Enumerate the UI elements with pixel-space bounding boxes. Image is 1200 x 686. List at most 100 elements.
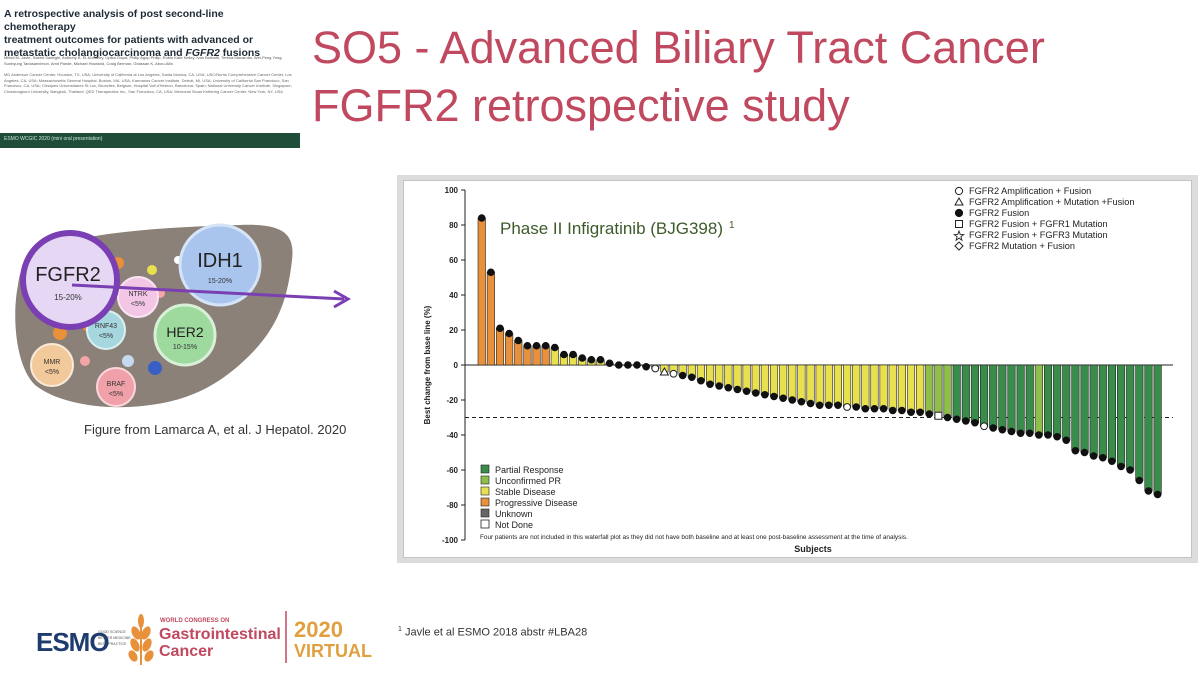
paper-bottom-bar [0,133,300,148]
legend-swatch-unknown [480,508,490,518]
legend-label-pd: Progressive Disease [495,498,578,508]
y-tick-label: 0 [454,361,459,370]
waterfall-bar [760,364,769,396]
esmo-wordmark: ESMO [36,627,109,657]
chart-title-text: Phase II Infigratinib (BJG398) [500,219,723,238]
legend-swatch-pr [480,464,490,474]
legend-marker-label-3: FGFR2 Fusion [969,208,1029,218]
esmo-tagline-1: GOOD SCIENCE [98,630,127,634]
filled-circle-marker [560,350,568,359]
waterfall-bar [952,364,961,420]
legend-open-diamond-icon [954,241,964,251]
paper-title: A retrospective analysis of post second-… [4,8,298,60]
paper-title-line-2: treatment outcomes for patients with adv… [4,34,254,46]
open-square-marker [934,411,943,420]
filled-circle-marker [797,397,806,406]
legend-markers: FGFR2 Amplification + Fusion FGFR2 Ampli… [952,186,1134,251]
figure-caption: Figure from Lamarca A, et al. J Hepatol.… [84,422,347,437]
waterfall-bar [769,364,779,397]
filled-circle-marker [587,355,596,364]
waterfall-bar [852,364,861,408]
bubble-pct-ntrk: <5% [131,301,145,308]
waterfall-bar [788,364,797,401]
waterfall-bar [1089,364,1098,457]
small-dot [122,355,134,367]
waterfall-bar [1153,364,1162,495]
legend-marker-label-2: FGFR2 Amplification + Mutation +Fusion [969,197,1134,207]
waterfall-bar [1016,364,1025,434]
congress-line-1: Gastrointestinal [159,626,281,643]
small-dot [147,265,157,275]
legend-marker-label-4: FGFR2 Fusion + FGFR1 Mutation [969,219,1108,229]
waterfall-bar [505,333,514,366]
bubble-label-idh1: IDH1 [197,250,243,272]
wheat-icon [128,614,154,665]
esmo-tagline-3: BEST PRACTICE [98,642,127,646]
y-tick-label: 100 [445,186,459,195]
waterfall-bar [797,364,806,403]
filled-circle-marker [688,373,696,382]
filled-circle-marker [505,329,513,338]
legend-marker-label-5: FGFR2 Fusion + FGFR3 Mutation [969,230,1108,240]
waterfall-bar [495,327,505,366]
waterfall-bar [779,364,788,399]
filled-circle-marker [971,418,979,427]
waterfall-bar [861,364,870,410]
bubble-her2 [153,303,217,367]
legend-swatch-pd [480,497,490,507]
filled-circle-marker [834,401,842,410]
waterfall-bar [1080,364,1089,453]
bubble-pct-her2: 10-15% [173,344,197,351]
waterfall-bar [833,364,842,406]
filled-circle-marker [624,361,632,369]
waterfall-bar [1144,364,1153,492]
filled-circle-marker [1062,436,1071,445]
bubble-label-fgfr2: FGFR2 [35,264,101,286]
waterfall-bar [486,271,495,366]
chart-title-sup: 1 [729,220,735,231]
waterfall-bar [870,364,879,410]
waterfall-bar [897,364,906,411]
legend-label-pr: Partial Response [495,465,564,475]
waterfall-bar [998,364,1007,431]
filled-circle-marker [751,389,760,397]
filled-circle-marker [1153,490,1162,499]
waterfall-bar [1007,364,1016,432]
filled-circle-marker [770,392,778,401]
filled-circle-marker [1135,476,1144,485]
liver-bubble-figure: FGFR2 15-20% IDH1 15-20% NTRK <5% RNF43 … [15,223,352,408]
y-tick-label: 40 [449,291,458,300]
filled-circle-marker [541,341,550,350]
waterfall-bar [916,364,925,413]
filled-circle-marker [925,410,934,418]
x-axis-label: Subjects [794,544,832,554]
waterfall-bar [961,364,970,422]
slide-footnote-sup: 1 [398,626,402,633]
legend-label-unknown: Unknown [495,509,533,519]
filled-circle-marker [1089,452,1098,460]
legend-open-triangle-icon [954,196,964,206]
paper-bar-text: ESMO WCGIC 2020 (mini oral presentation) [4,136,103,142]
bubble-pct-idh1: 15-20% [208,278,232,285]
legend-swatch-not-done [480,519,490,529]
waterfall-bar [1098,364,1107,459]
filled-circle-marker [989,424,998,432]
small-dot [80,356,90,366]
filled-circle-marker [1071,446,1080,455]
arrow-line [71,283,345,301]
filled-circle-marker [815,401,824,410]
congress-logo: ESMO GOOD SCIENCE BETTER MEDICINE BEST P… [36,611,372,665]
filled-circle-marker [496,324,504,333]
filled-circle-marker [825,401,833,410]
filled-circle-marker [898,406,906,415]
bubble-pct-fgfr2: 15-20% [54,293,82,302]
open-circle-marker [669,369,678,378]
y-tick-label: -80 [446,501,458,510]
filled-circle-marker [532,341,541,350]
filled-circle-marker [642,362,650,371]
bubble-label-mmr: MMR [44,359,61,366]
filled-circle-marker [1016,429,1025,438]
waterfall-bar [1043,364,1053,436]
slide-footnote-text: Javle et al ESMO 2018 abstr #LBA28 [404,626,588,639]
open-triangle-marker [659,366,670,376]
